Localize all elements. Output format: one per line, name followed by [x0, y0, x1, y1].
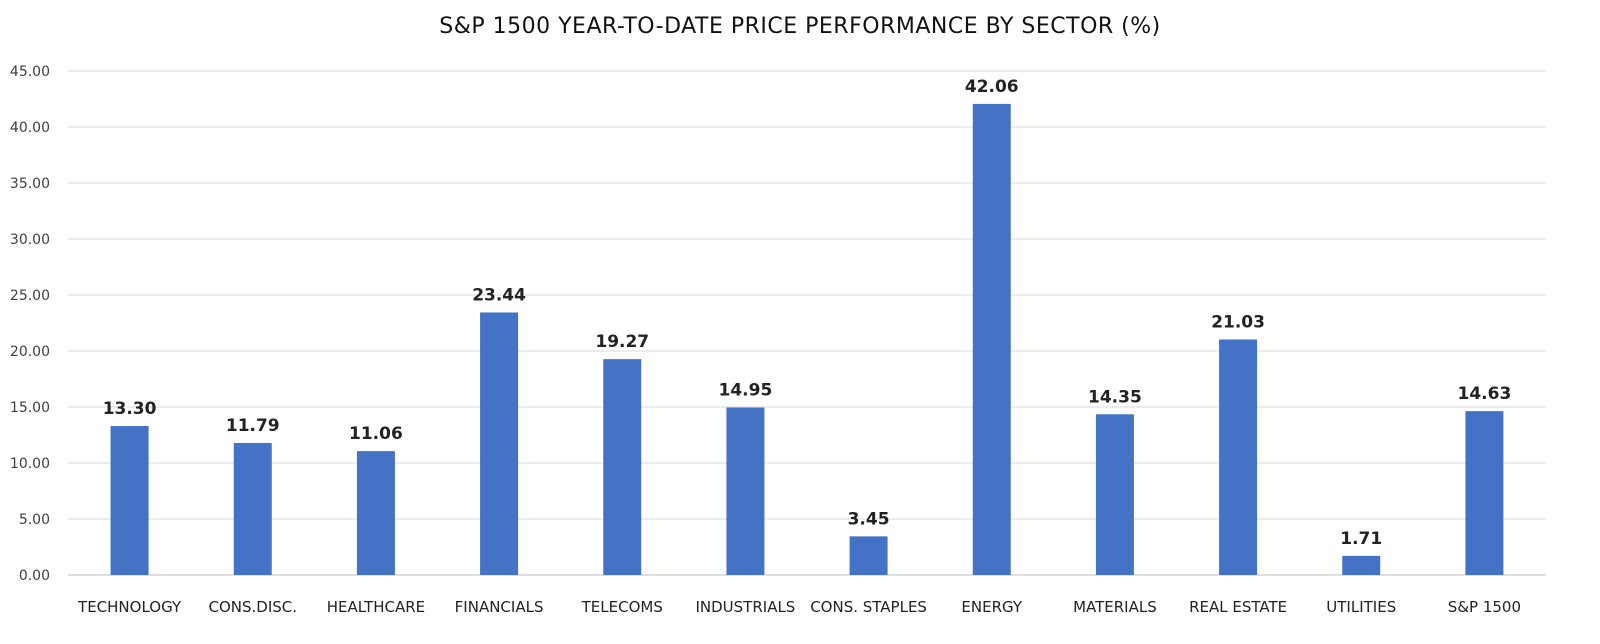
y-tick-label: 45.00 — [10, 64, 50, 80]
bar — [726, 407, 765, 575]
x-tick-label: FINANCIALS — [455, 598, 544, 616]
x-tick-label: S&P 1500 — [1448, 598, 1521, 616]
y-tick-label: 40.00 — [10, 120, 50, 136]
data-label: 11.79 — [226, 416, 280, 436]
bar — [356, 451, 395, 575]
data-labels: 13.30 11.79 11.06 23.44 19.27 14.95 3.45 42.06 1… — [103, 77, 1512, 549]
data-label: 14.63 — [1458, 384, 1512, 404]
y-axis-ticks: 0.00 5.00 10.00 15.00 20.00 25.00 30.00 35.00 40… — [10, 64, 50, 584]
y-tick-label: 30.00 — [10, 232, 50, 248]
x-tick-label: ENERGY — [961, 598, 1022, 616]
bar — [110, 426, 149, 575]
y-tick-label: 10.00 — [10, 456, 50, 472]
x-tick-label: REAL ESTATE — [1189, 598, 1287, 616]
x-tick-label: UTILITIES — [1326, 598, 1396, 616]
data-label: 11.06 — [349, 424, 403, 444]
bar — [1095, 414, 1134, 575]
bar — [1465, 411, 1504, 575]
x-tick-label: CONS.DISC. — [208, 598, 297, 616]
x-tick-label: MATERIALS — [1073, 598, 1157, 616]
data-label: 42.06 — [965, 77, 1019, 97]
y-tick-label: 5.00 — [19, 512, 50, 528]
y-tick-label: 35.00 — [10, 176, 50, 192]
y-tick-label: 15.00 — [10, 400, 50, 416]
grid-layer — [68, 70, 1546, 576]
bar — [480, 312, 519, 575]
data-label: 23.44 — [472, 285, 526, 305]
y-tick-label: 20.00 — [10, 344, 50, 360]
data-label: 3.45 — [848, 509, 890, 529]
chart-title: S&P 1500 YEAR-TO-DATE PRICE PERFORMANCE … — [439, 14, 1161, 39]
bar — [849, 536, 888, 575]
data-label: 19.27 — [595, 332, 649, 352]
data-label: 21.03 — [1211, 312, 1265, 332]
data-label: 1.71 — [1340, 529, 1382, 549]
y-tick-label: 25.00 — [10, 288, 50, 304]
x-tick-label: TELECOMS — [581, 598, 663, 616]
data-label: 14.35 — [1088, 387, 1142, 407]
bar — [1342, 555, 1381, 575]
bar — [233, 442, 272, 575]
x-tick-label: HEALTHCARE — [327, 598, 425, 616]
y-tick-label: 0.00 — [19, 568, 50, 584]
bars — [110, 103, 1504, 575]
x-tick-label: INDUSTRIALS — [695, 598, 795, 616]
x-axis-ticks: TECHNOLOGY CONS.DISC. HEALTHCARE FINANCIALS… — [77, 598, 1521, 616]
bar — [972, 103, 1011, 575]
x-tick-label: TECHNOLOGY — [77, 598, 182, 616]
data-label: 13.30 — [103, 399, 157, 419]
bar — [603, 359, 642, 575]
data-label: 14.95 — [719, 381, 773, 401]
bar — [1219, 339, 1258, 575]
x-tick-label: CONS. STAPLES — [810, 598, 927, 616]
